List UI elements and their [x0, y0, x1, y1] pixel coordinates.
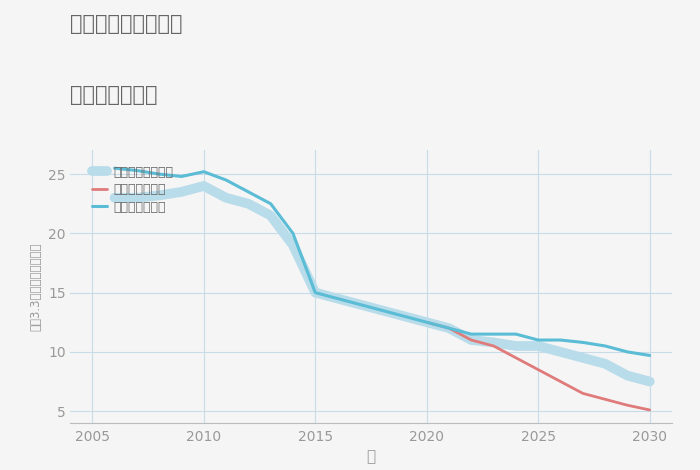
ノーマルシナリオ: [356, 302, 364, 307]
ノーマルシナリオ: [267, 213, 275, 219]
グッドシナリオ: [556, 337, 565, 343]
X-axis label: 年: 年: [366, 449, 376, 464]
ノーマルシナリオ: [556, 349, 565, 355]
グッドシナリオ: [378, 307, 386, 313]
バッドシナリオ: [534, 367, 542, 373]
Y-axis label: 坪（3.3㎡）単価（万円）: 坪（3.3㎡）単価（万円）: [29, 243, 43, 331]
グッドシナリオ: [333, 296, 342, 301]
ノーマルシナリオ: [467, 337, 475, 343]
ノーマルシナリオ: [289, 243, 298, 248]
Line: ノーマルシナリオ: ノーマルシナリオ: [115, 186, 650, 382]
Text: 三重県伊賀市種生の: 三重県伊賀市種生の: [70, 14, 183, 34]
ノーマルシナリオ: [177, 189, 186, 195]
ノーマルシナリオ: [311, 290, 319, 296]
グッドシナリオ: [267, 201, 275, 206]
ノーマルシナリオ: [133, 195, 141, 201]
バッドシナリオ: [512, 355, 520, 360]
ノーマルシナリオ: [333, 296, 342, 301]
バッドシナリオ: [579, 391, 587, 396]
グッドシナリオ: [311, 290, 319, 296]
グッドシナリオ: [133, 168, 141, 173]
グッドシナリオ: [534, 337, 542, 343]
グッドシナリオ: [489, 331, 498, 337]
グッドシナリオ: [423, 320, 431, 325]
グッドシナリオ: [199, 169, 208, 174]
ノーマルシナリオ: [579, 355, 587, 360]
ノーマルシナリオ: [155, 193, 163, 198]
グッドシナリオ: [601, 343, 609, 349]
ノーマルシナリオ: [400, 313, 409, 319]
ノーマルシナリオ: [645, 379, 654, 384]
Line: バッドシナリオ: バッドシナリオ: [427, 322, 650, 410]
バッドシナリオ: [444, 325, 453, 331]
グッドシナリオ: [512, 331, 520, 337]
バッドシナリオ: [489, 343, 498, 349]
グッドシナリオ: [177, 173, 186, 179]
ノーマルシナリオ: [199, 183, 208, 189]
ノーマルシナリオ: [222, 195, 230, 201]
ノーマルシナリオ: [423, 320, 431, 325]
ノーマルシナリオ: [534, 343, 542, 349]
グッドシナリオ: [356, 302, 364, 307]
ノーマルシナリオ: [512, 343, 520, 349]
ノーマルシナリオ: [623, 373, 631, 378]
ノーマルシナリオ: [244, 201, 253, 206]
グッドシナリオ: [623, 349, 631, 355]
グッドシナリオ: [111, 165, 119, 171]
ノーマルシナリオ: [378, 307, 386, 313]
グッドシナリオ: [400, 313, 409, 319]
ノーマルシナリオ: [601, 361, 609, 367]
グッドシナリオ: [289, 231, 298, 236]
グッドシナリオ: [467, 331, 475, 337]
グッドシナリオ: [244, 189, 253, 195]
バッドシナリオ: [623, 402, 631, 408]
バッドシナリオ: [601, 397, 609, 402]
バッドシナリオ: [645, 407, 654, 413]
バッドシナリオ: [467, 337, 475, 343]
グッドシナリオ: [645, 352, 654, 358]
Legend: ノーマルシナリオ, バッドシナリオ, グッドシナリオ: ノーマルシナリオ, バッドシナリオ, グッドシナリオ: [88, 162, 177, 217]
ノーマルシナリオ: [489, 340, 498, 345]
グッドシナリオ: [155, 171, 163, 177]
グッドシナリオ: [579, 340, 587, 345]
バッドシナリオ: [423, 320, 431, 325]
グッドシナリオ: [222, 177, 230, 183]
ノーマルシナリオ: [111, 195, 119, 201]
バッドシナリオ: [556, 379, 565, 384]
Line: グッドシナリオ: グッドシナリオ: [115, 168, 650, 355]
グッドシナリオ: [444, 325, 453, 331]
ノーマルシナリオ: [444, 325, 453, 331]
Text: 土地の価格推移: 土地の価格推移: [70, 85, 158, 105]
